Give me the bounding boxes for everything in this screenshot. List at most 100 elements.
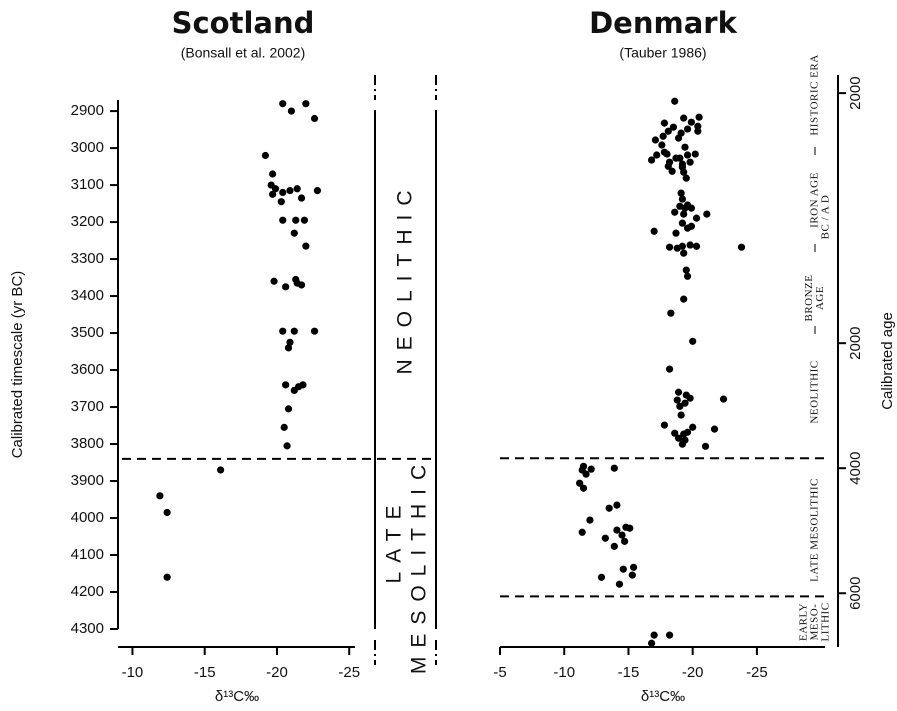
- data-point: [310, 114, 319, 123]
- data-point: [680, 210, 688, 218]
- data-point: [682, 266, 690, 274]
- data-point: [297, 194, 306, 202]
- data-point: [680, 168, 688, 176]
- data-point: [269, 170, 277, 178]
- period-label: HISTORIC ERA: [809, 54, 821, 135]
- data-point: [676, 402, 684, 410]
- data-point: [683, 151, 692, 159]
- data-point: [680, 295, 688, 303]
- data-point: [618, 531, 626, 539]
- y-tick-label: 4000: [847, 452, 864, 485]
- data-point: [701, 442, 710, 450]
- data-point: [683, 125, 692, 133]
- data-point: [613, 501, 621, 509]
- data-point: [610, 542, 618, 550]
- data-point: [578, 528, 586, 536]
- data-point: [660, 119, 669, 127]
- data-point: [290, 327, 298, 335]
- data-point: [279, 216, 287, 224]
- data-point: [672, 229, 680, 237]
- data-point: [674, 134, 683, 142]
- y-tick-label: 2000: [847, 76, 864, 109]
- data-point: [579, 484, 588, 492]
- data-point: [297, 281, 306, 289]
- data-point: [678, 440, 687, 448]
- data-point: [302, 100, 310, 108]
- data-point: [680, 114, 688, 122]
- x-tick-label: -10: [122, 664, 144, 681]
- data-point: [576, 479, 584, 487]
- y-tick-label: 3500: [71, 324, 104, 341]
- data-point: [671, 208, 679, 216]
- period-label: AGE: [814, 286, 826, 310]
- data-point: [651, 136, 660, 144]
- data-point: [653, 151, 661, 159]
- x-tick-label: -10: [553, 664, 575, 681]
- y-tick-label: 3300: [71, 250, 104, 267]
- data-point: [626, 524, 634, 532]
- y-tick-label: 3600: [71, 361, 104, 378]
- data-point: [615, 580, 624, 588]
- data-point: [280, 423, 288, 431]
- data-point: [647, 639, 656, 647]
- data-point: [269, 190, 277, 198]
- data-point: [686, 158, 694, 166]
- data-point: [694, 127, 702, 135]
- data-point: [692, 242, 701, 250]
- data-point: [282, 283, 290, 291]
- data-point: [163, 508, 171, 517]
- x-tick-label: -25: [746, 664, 768, 681]
- data-point: [673, 396, 681, 404]
- era-label: BC / A D: [820, 195, 832, 240]
- data-point: [290, 386, 298, 394]
- y-tick-label: 6000: [847, 577, 864, 610]
- data-point: [299, 381, 307, 389]
- data-point: [286, 338, 294, 346]
- data-point: [286, 187, 294, 195]
- data-point: [163, 573, 171, 581]
- data-point: [672, 154, 680, 162]
- data-point: [217, 466, 225, 474]
- data-point: [302, 242, 310, 250]
- data-point: [587, 465, 595, 473]
- data-point: [310, 327, 319, 335]
- period-label: EARLY: [798, 603, 810, 641]
- data-point: [703, 210, 711, 218]
- y-tick-label: 4200: [71, 583, 104, 600]
- data-point: [610, 464, 618, 472]
- data-point: [694, 122, 702, 130]
- y-tick-label: 3100: [71, 176, 104, 193]
- zone-label: MESOLITHIC: [408, 456, 431, 674]
- x-tick-label: -5: [493, 664, 506, 681]
- data-point: [663, 150, 671, 158]
- y-tick-label: 2900: [71, 102, 104, 119]
- data-point: [664, 162, 672, 170]
- data-point: [687, 118, 696, 126]
- y-tick-label: 4000: [71, 509, 104, 526]
- x-axis-title: δ¹³C‰: [215, 688, 259, 705]
- y-tick-label: 3800: [71, 435, 104, 452]
- x-axis-title: δ¹³C‰: [641, 688, 685, 705]
- period-label: LATE MESOLITHIC: [809, 478, 821, 582]
- data-point: [678, 219, 687, 227]
- data-point: [664, 127, 672, 135]
- y-tick-label: 3900: [71, 472, 104, 489]
- data-point: [601, 534, 609, 542]
- data-point: [279, 100, 287, 108]
- data-point: [671, 97, 679, 105]
- data-point: [650, 227, 658, 235]
- data-point: [270, 277, 278, 285]
- data-point: [658, 141, 666, 149]
- y-tick-label: 3000: [71, 139, 104, 156]
- data-point: [659, 132, 667, 140]
- data-point: [283, 442, 291, 450]
- chart-subtitle: (Bonsall et al. 2002): [181, 45, 306, 61]
- data-point: [284, 405, 293, 413]
- data-point: [313, 187, 322, 195]
- data-point: [673, 244, 681, 252]
- data-point: [737, 243, 746, 251]
- period-label: MESO-: [809, 604, 821, 641]
- data-point: [621, 537, 629, 545]
- data-point: [692, 214, 701, 222]
- data-point: [660, 421, 669, 429]
